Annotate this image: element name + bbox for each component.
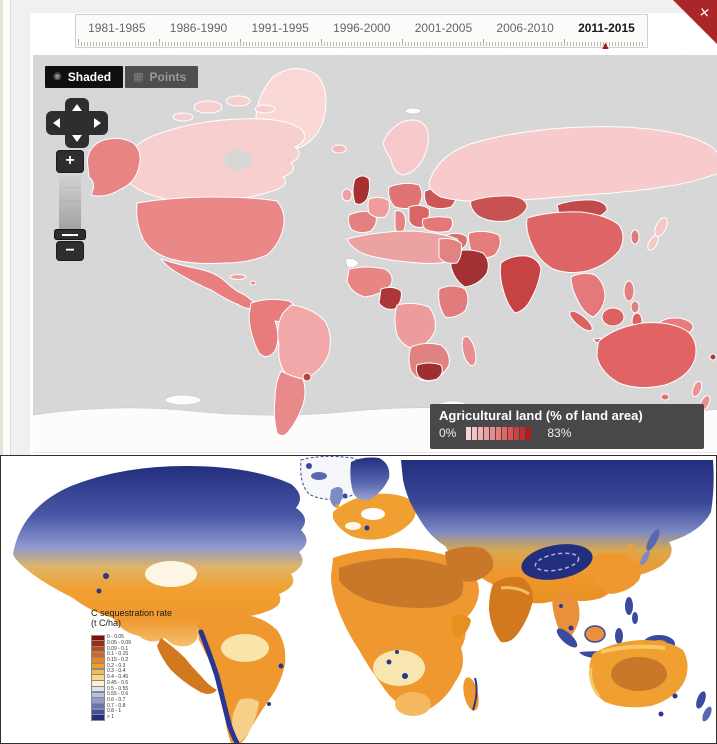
page-top-band — [30, 0, 717, 13]
sequestration-legend-rows: 0 - 0.05 0.05 - 0.09 0.09 - 0.1 0.1 - 0.… — [91, 634, 172, 721]
timeline-period[interactable]: 2006-2010 — [496, 21, 553, 35]
legend-class-label: 0.4 - 0.45 — [107, 674, 129, 681]
legend-gradient-bar — [466, 426, 532, 440]
legend-class-label: 0.6 - 0.7 — [107, 696, 126, 703]
legend-class-label: > 1 — [107, 713, 115, 720]
legend-gradient-segment — [502, 426, 508, 440]
timeline-period[interactable]: 1996-2000 — [333, 21, 390, 35]
shaded-button[interactable]: ◉ Shaded — [45, 66, 124, 88]
timeline-period[interactable]: 1981-1985 — [88, 21, 145, 35]
legend-gradient-segment — [514, 426, 520, 440]
legend-class-swatch — [91, 714, 105, 721]
timeline-period-label: 1996-2000 — [333, 21, 391, 35]
timeline-period-label: 2011-2015 — [578, 21, 635, 35]
timeline: 1981-1985 1986-1990 1991-1995 1996-2000 … — [75, 14, 648, 52]
legend-class-label: 0.15 - 0.2 — [107, 657, 129, 664]
legend-class-label: 0 - 0.05 — [107, 634, 124, 641]
legend-class-label: 0.05 - 0.09 — [107, 640, 131, 647]
timeline-selection-marker-icon: ▲ — [600, 40, 611, 52]
timeline-period-list: 1981-1985 1986-1990 1991-1995 1996-2000 … — [76, 15, 647, 41]
legend-min-value: 0% — [439, 426, 457, 440]
points-icon: ▦ — [133, 71, 144, 83]
choropleth-map[interactable] — [33, 55, 717, 453]
page-gutter — [11, 0, 30, 455]
legend-gradient-segment — [496, 426, 502, 440]
legend-class-row: > 1 — [91, 713, 172, 721]
legend-gradient-segment — [466, 426, 472, 440]
sequestration-legend-title: C sequestration rate — [91, 608, 173, 618]
shaded-icon: ◉ — [53, 71, 62, 82]
view-toggle: ◉ Shaded ▦ Points — [45, 66, 199, 88]
page-left-strip — [3, 0, 11, 455]
legend-class-label: 0.7 - 0.8 — [107, 702, 126, 709]
pan-up-icon[interactable] — [72, 104, 82, 111]
zoom-slider-handle[interactable] — [54, 229, 86, 240]
pan-control-svg — [46, 98, 108, 148]
legend-gradient-segment — [490, 426, 496, 440]
sequestration-map-svg — [1, 456, 716, 743]
legend-max-value: 83% — [547, 426, 572, 440]
timeline-period-label: 1991-1995 — [251, 21, 309, 35]
legend-gradient-segment — [478, 426, 484, 440]
timeline-period-label: 2001-2005 — [414, 21, 473, 35]
sequestration-legend: C sequestration rate (t C/ha) 0 - 0.05 0… — [91, 608, 173, 721]
points-button[interactable]: ▦ Points — [125, 66, 199, 88]
zoom-in-button[interactable]: + — [56, 150, 84, 173]
timeline-period[interactable]: 2011-2015 — [578, 21, 635, 35]
zoom-slider-track[interactable] — [59, 175, 81, 229]
legend-gradient-segment — [526, 426, 532, 440]
timeline-period[interactable]: 1986-1990 — [170, 21, 227, 35]
timeline-period[interactable]: 1991-1995 — [251, 21, 308, 35]
legend-class-label: 0.5 - 0.55 — [107, 685, 129, 692]
timeline-period-label: 1986-1990 — [169, 21, 228, 35]
legend-class-label: 0.2 - 0.3 — [107, 662, 126, 669]
choropleth-legend: Agricultural land (% of land area) 0% 83… — [430, 404, 704, 449]
legend-class-label: 0.45 - 0.5 — [107, 679, 129, 686]
world-choropleth-svg — [33, 55, 717, 453]
legend-gradient-segment — [472, 426, 478, 440]
choropleth-legend-title: Agricultural land (% of land area) — [439, 408, 643, 423]
zoom-out-button[interactable]: − — [56, 241, 84, 261]
close-ribbon[interactable] — [673, 0, 717, 44]
pan-down-icon[interactable] — [72, 135, 82, 142]
timeline-period-label: 2006-2010 — [496, 21, 554, 35]
pan-left-icon[interactable] — [53, 118, 60, 128]
shaded-button-label: Shaded — [67, 70, 112, 84]
timeline-period-label: 1981-1985 — [88, 21, 146, 35]
points-button-label: Points — [149, 70, 187, 84]
zoom-handle-grip — [62, 233, 78, 236]
timeline-minor-ticks — [78, 42, 645, 46]
legend-class-label: 0.1 - 0.15 — [107, 651, 129, 658]
countries — [33, 68, 717, 453]
timeline-period[interactable]: 2001-2005 — [415, 21, 472, 35]
legend-gradient-segment — [520, 426, 526, 440]
sequestration-map-panel: C sequestration rate (t C/ha) 0 - 0.05 0… — [0, 455, 717, 744]
legend-gradient-segment — [484, 426, 490, 440]
legend-class-label: 0.8 - 1 — [107, 708, 122, 715]
legend-class-label: 0.09 - 0.1 — [107, 645, 129, 652]
pan-right-icon[interactable] — [94, 118, 101, 128]
page-background-edge — [0, 0, 3, 455]
legend-class-label: 0.3 - 0.4 — [107, 668, 126, 675]
close-icon[interactable]: ✕ — [698, 4, 712, 21]
pan-control[interactable] — [46, 98, 108, 148]
legend-gradient-segment — [508, 426, 514, 440]
sequestration-legend-units: (t C/ha) — [91, 618, 122, 628]
legend-class-label: 0.55 - 0.6 — [107, 691, 129, 698]
